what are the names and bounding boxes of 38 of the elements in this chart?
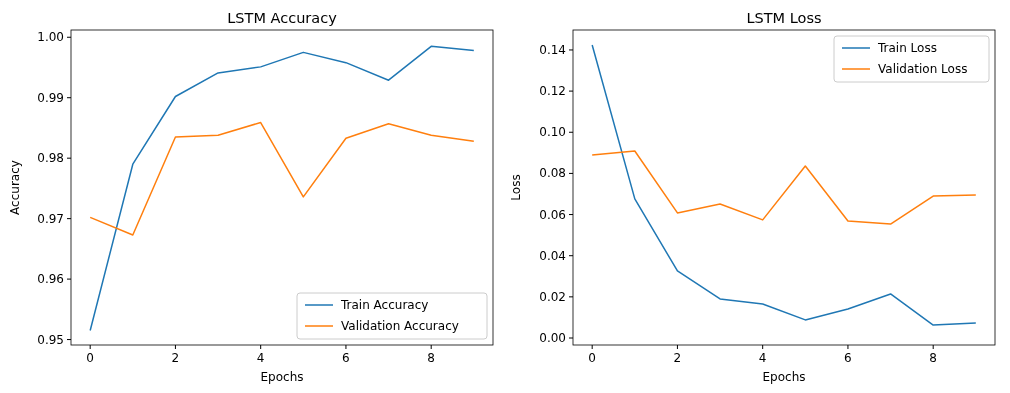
x-tick-label: 6 — [844, 351, 852, 365]
x-tick-label: 0 — [588, 351, 596, 365]
x-tick-label: 2 — [171, 351, 180, 365]
legend-label: Validation Accuracy — [341, 319, 459, 333]
x-tick-label: 0 — [86, 351, 94, 365]
legend-label: Train Loss — [877, 41, 937, 55]
line-series — [591, 150, 977, 225]
x-tick-label: 4 — [758, 351, 767, 365]
y-tick-label: 0.02 — [539, 289, 566, 304]
line-series — [89, 45, 475, 332]
line-series — [89, 121, 475, 236]
y-tick-label: 0.00 — [539, 331, 566, 345]
x-axis-title: Epochs — [762, 370, 806, 384]
y-tick-label: 0.95 — [37, 332, 64, 347]
y-tick-label: 0.98 — [37, 151, 64, 166]
y-tick-label: 0.06 — [539, 207, 566, 222]
y-axis-title: Accuracy — [8, 160, 22, 215]
x-tick-label: 8 — [427, 351, 436, 365]
y-tick-label: 0.97 — [37, 211, 64, 226]
x-tick-label: 6 — [342, 351, 350, 365]
y-tick-label: 0.12 — [539, 84, 566, 99]
legend-label: Train Accuracy — [340, 298, 429, 312]
y-tick-label: 0.04 — [539, 248, 566, 263]
y-tick-label: 0.99 — [37, 90, 64, 105]
y-tick-label: 0.08 — [539, 166, 566, 181]
y-axis-title: Loss — [509, 174, 523, 201]
chart-title: LSTM Loss — [746, 10, 822, 26]
y-tick-label: 0.96 — [37, 272, 64, 287]
y-tick-label: 0.14 — [539, 42, 566, 57]
line-series — [591, 44, 977, 326]
x-axis-title: Epochs — [260, 370, 304, 384]
x-tick-label: 2 — [673, 351, 682, 365]
y-tick-label: 1.00 — [37, 30, 64, 45]
legend-label: Validation Loss — [878, 62, 968, 76]
x-tick-label: 4 — [256, 351, 265, 365]
x-tick-label: 8 — [929, 351, 938, 365]
y-tick-label: 0.10 — [539, 125, 566, 140]
chart-title: LSTM Accuracy — [227, 10, 338, 26]
